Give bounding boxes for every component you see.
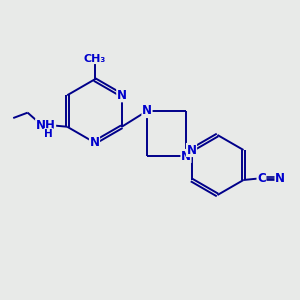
Text: N: N [117, 89, 127, 102]
Text: N: N [142, 104, 152, 118]
Text: NH: NH [36, 119, 56, 132]
Text: H: H [44, 129, 53, 139]
Text: N: N [89, 136, 100, 149]
Text: N: N [275, 172, 285, 185]
Text: N: N [187, 143, 196, 157]
Text: CH₃: CH₃ [83, 53, 106, 64]
Text: C: C [257, 172, 266, 185]
Text: N: N [181, 149, 191, 163]
